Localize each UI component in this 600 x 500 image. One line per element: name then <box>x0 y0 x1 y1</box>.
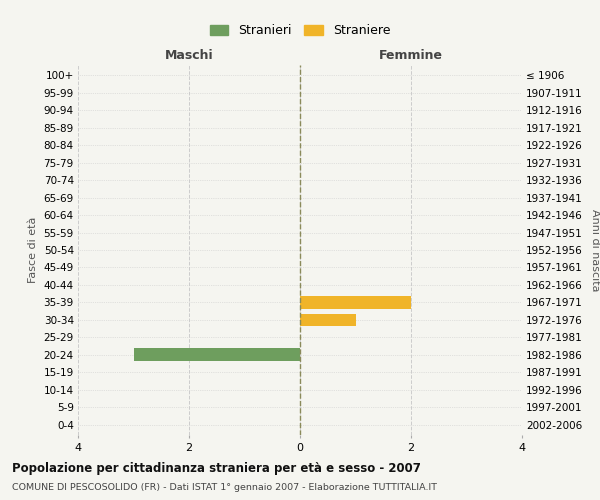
Text: COMUNE DI PESCOSOLIDO (FR) - Dati ISTAT 1° gennaio 2007 - Elaborazione TUTTITALI: COMUNE DI PESCOSOLIDO (FR) - Dati ISTAT … <box>12 483 437 492</box>
Text: Femmine: Femmine <box>379 50 443 62</box>
Bar <box>300 296 411 308</box>
Text: Popolazione per cittadinanza straniera per età e sesso - 2007: Popolazione per cittadinanza straniera p… <box>12 462 421 475</box>
Text: Maschi: Maschi <box>164 50 214 62</box>
Bar <box>300 314 355 326</box>
Y-axis label: Fasce di età: Fasce di età <box>28 217 38 283</box>
Y-axis label: Anni di nascita: Anni di nascita <box>590 209 599 291</box>
Bar <box>133 348 300 361</box>
Legend: Stranieri, Straniere: Stranieri, Straniere <box>205 20 395 42</box>
